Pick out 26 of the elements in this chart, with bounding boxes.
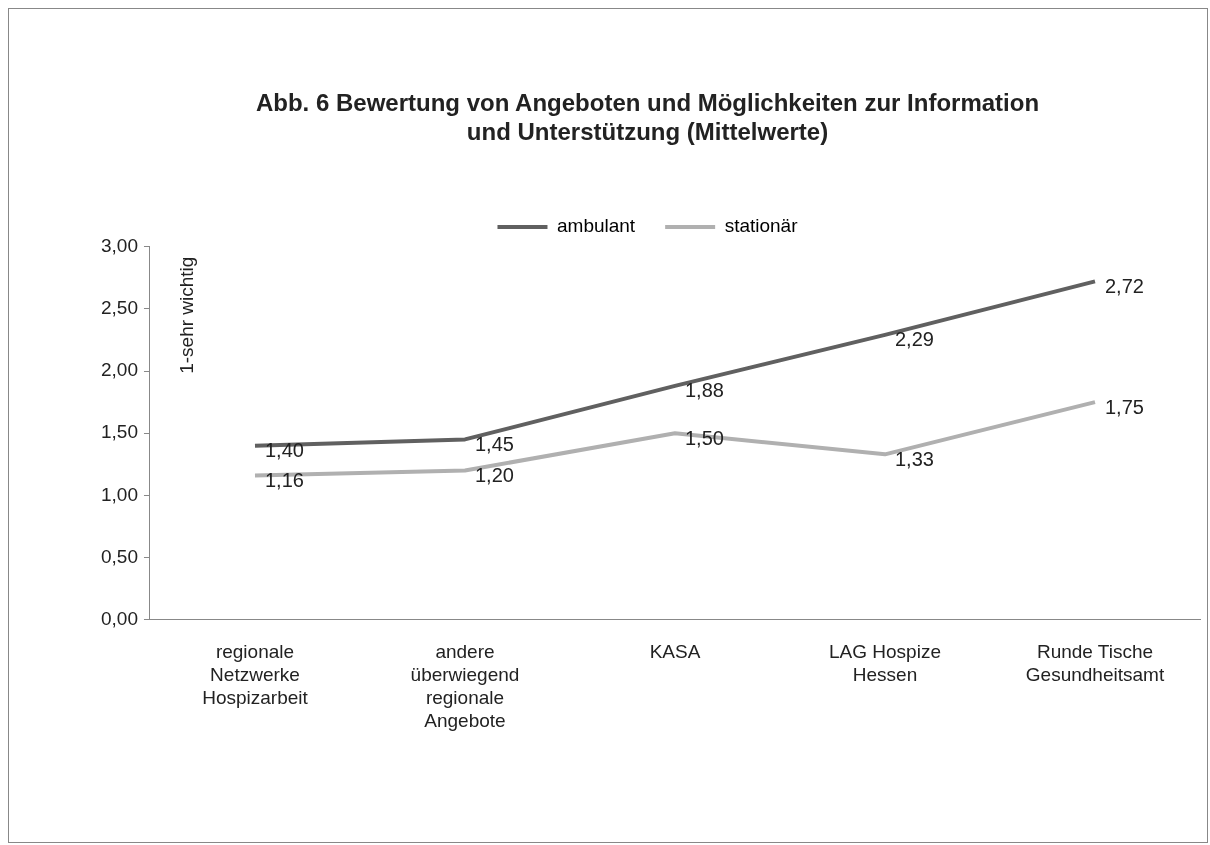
data-label: 1,75 <box>1105 395 1144 418</box>
data-label: 1,33 <box>894 447 934 470</box>
data-label: 1,20 <box>474 464 514 487</box>
y-tick-label: 2,50 <box>101 297 138 319</box>
x-tick-label: LAG Hospize Hessen <box>829 641 941 686</box>
data-label: 2,29 <box>894 328 934 351</box>
x-tick-label: Runde Tische Gesundheitsamt <box>1025 641 1165 686</box>
y-tick-label: 3,00 <box>101 234 138 256</box>
y-tick-label: 1,00 <box>101 483 138 505</box>
y-tick-label: 2,00 <box>101 359 138 381</box>
data-label: 1,50 <box>684 426 724 449</box>
x-tick-label: regionale Netzwerke Hospizarbeit <box>202 641 309 709</box>
data-label: 1,40 <box>264 439 304 462</box>
data-label: 1,88 <box>684 379 724 402</box>
data-label: 2,72 <box>1105 274 1144 297</box>
x-tick-label: andere überwiegend regionale Angebote <box>410 641 520 731</box>
chart-title: Abb. 6 Bewertung von Angeboten und Möglichkeiten zur Information und Unterstützung (Mittelwerte) <box>255 89 1040 145</box>
y-tick-label: 0,50 <box>101 545 138 567</box>
y-tick-label: 0,00 <box>101 608 138 630</box>
legend-label: ambulant <box>556 215 636 237</box>
data-label: 1,45 <box>474 432 514 455</box>
y-axis-title: 1-sehr wichtig <box>176 256 198 374</box>
data-label: 1,16 <box>264 469 304 492</box>
x-tick-label: KASA <box>649 641 701 663</box>
y-tick-label: 1,50 <box>101 421 138 443</box>
legend-label: stationär <box>724 215 799 237</box>
